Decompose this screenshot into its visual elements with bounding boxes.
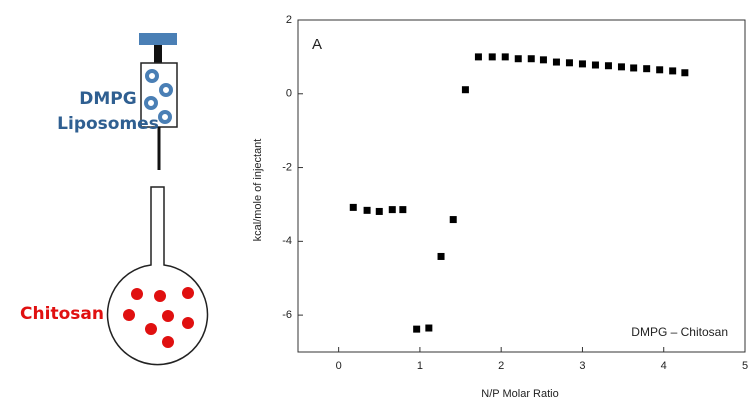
flask (106, 186, 209, 366)
liposome (159, 83, 173, 97)
data-point (488, 53, 496, 61)
data-point (449, 216, 457, 224)
x-tick-label: 0 (336, 360, 342, 372)
x-axis-label: N/P Molar Ratio (481, 388, 558, 400)
syringe-label: DMPG (79, 89, 136, 109)
data-point (501, 53, 509, 61)
annotation: DMPG – Chitosan (631, 325, 728, 339)
plunger-rod (154, 45, 162, 63)
y-tick-label: -2 (282, 161, 292, 173)
chitosan-particles (123, 287, 194, 348)
x-tick-label: 2 (498, 360, 504, 372)
data-point (399, 206, 407, 214)
syringe-label: Liposomes (57, 114, 159, 134)
data-point (630, 64, 638, 72)
data-point (552, 58, 560, 66)
data-point (578, 60, 586, 68)
y-tick-label: -6 (282, 309, 292, 321)
data-point (604, 62, 612, 70)
x-tick-label: 4 (661, 360, 667, 372)
x-tick-label: 1 (417, 360, 423, 372)
syringe (139, 33, 178, 170)
liposome (158, 110, 172, 124)
y-tick-label: 0 (286, 88, 292, 100)
data-point (591, 61, 599, 69)
x-tick-label: 3 (579, 360, 585, 372)
data-point (413, 325, 421, 333)
y-axis-label: kcal/mole of injectant (252, 139, 264, 242)
data-point (656, 66, 664, 74)
y-tick-label: 2 (286, 14, 292, 26)
panel-label: A (312, 36, 322, 53)
data-point (681, 69, 689, 77)
flask-label: Chitosan (20, 304, 104, 324)
data-point (539, 56, 547, 64)
data-point (425, 324, 433, 332)
x-tick-label: 5 (742, 360, 748, 372)
data-point (643, 65, 651, 73)
data-point (388, 206, 396, 214)
data-point (363, 206, 371, 214)
data-point (527, 55, 535, 63)
data-point (514, 55, 522, 63)
data-point (461, 86, 469, 94)
data-point (437, 252, 445, 260)
data-point (474, 53, 482, 61)
data-point (617, 63, 625, 71)
data-point (669, 67, 677, 75)
liposome (144, 96, 158, 110)
data-point (375, 207, 383, 215)
plot-frame (297, 19, 746, 353)
y-tick-label: -4 (282, 235, 292, 247)
liposome (145, 69, 159, 83)
data-point (565, 59, 573, 67)
plunger-cap (139, 33, 177, 45)
data-point (349, 203, 357, 211)
